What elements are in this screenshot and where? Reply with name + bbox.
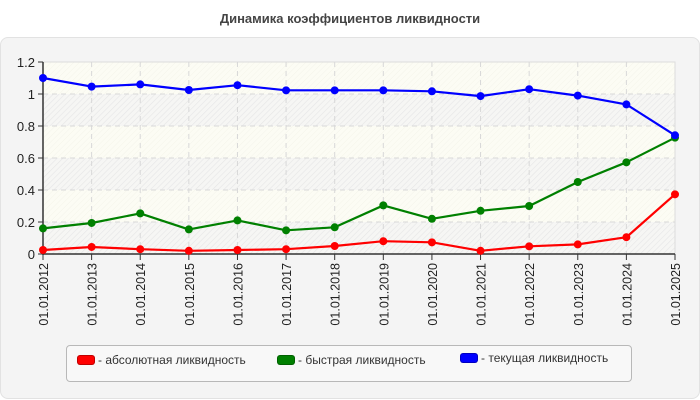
y-tick-label: 0.8 [17,119,35,134]
legend-swatch-green [277,355,295,365]
data-point[interactable] [39,74,47,82]
x-tick-label: 01.01.2016 [231,263,245,326]
data-point[interactable] [476,92,485,101]
data-point[interactable] [282,226,291,235]
legend-item-absolute: - абсолютная ликвидность [77,353,246,367]
x-tick-label: 01.01.2023 [572,263,586,326]
data-point[interactable] [184,246,193,255]
x-tick-label: 01.01.2014 [134,263,148,326]
data-point[interactable] [136,209,145,218]
x-tick-label: 01.01.2015 [183,263,197,326]
data-point[interactable] [87,218,96,227]
legend-item-current: - текущая ликвидность [460,351,608,365]
legend-label: - абсолютная ликвидность [98,353,246,367]
series-lines [39,74,679,255]
legend-swatch-blue [460,353,478,363]
data-point[interactable] [525,202,534,210]
legend-swatch-red [77,355,95,365]
data-point[interactable] [622,233,631,242]
data-point[interactable] [379,201,388,210]
y-tick-label: 1.2 [17,55,35,70]
data-point[interactable] [671,190,679,199]
line-chart: 0 0.2 0.4 0.6 0.8 1 1.2 01.01.2012 01.01.2013 01.… [17,55,683,326]
data-point[interactable] [282,245,291,254]
data-point[interactable] [233,246,242,254]
data-point[interactable] [330,242,339,250]
y-tick-label: 0.2 [17,215,35,230]
data-point[interactable] [427,87,436,96]
data-point[interactable] [39,246,47,254]
legend: - абсолютная ликвидность - быстрая ликви… [66,345,632,382]
data-point[interactable] [233,216,242,225]
data-point[interactable] [330,223,339,232]
axes: 0 0.2 0.4 0.6 0.8 1 1.2 01.01.2012 01.01.2013 01.… [17,55,683,326]
x-tick-label: 01.01.2024 [620,263,634,326]
legend-label: - текущая ликвидность [481,351,609,365]
series-#ff0000 [39,190,679,255]
data-point[interactable] [671,131,679,140]
y-tick-label: 0 [28,247,35,262]
legend-label: - быстрая ликвидность [298,353,426,367]
y-tick-label: 0.6 [17,151,35,166]
x-tick-label: 01.01.2022 [523,263,537,326]
data-point[interactable] [39,224,47,233]
data-point[interactable] [330,86,339,95]
data-point[interactable] [136,245,145,254]
data-point[interactable] [525,85,534,94]
data-point[interactable] [573,178,582,186]
data-point[interactable] [233,81,242,90]
data-point[interactable] [184,86,193,94]
data-point[interactable] [427,238,436,247]
data-point[interactable] [573,240,582,249]
chart-title: Динамика коэффициентов ликвидности [219,11,481,26]
data-point[interactable] [476,246,485,255]
x-tick-label: 01.01.2013 [86,263,100,326]
data-point[interactable] [136,80,145,89]
x-tick-label: 01.01.2025 [669,263,683,326]
data-point[interactable] [87,242,96,251]
legend-item-quick: - быстрая ликвидность [277,353,426,367]
data-point[interactable] [573,91,582,100]
x-tick-label: 01.01.2018 [329,263,343,326]
data-point[interactable] [427,214,436,223]
data-point[interactable] [379,86,388,95]
data-point[interactable] [622,158,631,167]
series-#0000ff [39,74,679,140]
data-point[interactable] [379,237,388,246]
y-tick-label: 0.4 [17,183,35,198]
data-point[interactable] [525,242,534,251]
data-point[interactable] [282,86,291,95]
x-tick-label: 01.01.2017 [280,263,294,326]
series-#008000 [39,133,679,235]
data-point[interactable] [87,82,96,91]
data-point[interactable] [622,100,631,109]
x-tick-label: 01.01.2020 [426,263,440,326]
plot-background [42,61,676,255]
x-tick-label: 01.01.2021 [475,263,489,326]
data-point[interactable] [184,225,193,234]
x-tick-label: 01.01.2012 [37,263,51,326]
y-tick-label: 1 [28,87,35,102]
data-point[interactable] [476,206,485,215]
x-tick-label: 01.01.2019 [377,263,391,326]
